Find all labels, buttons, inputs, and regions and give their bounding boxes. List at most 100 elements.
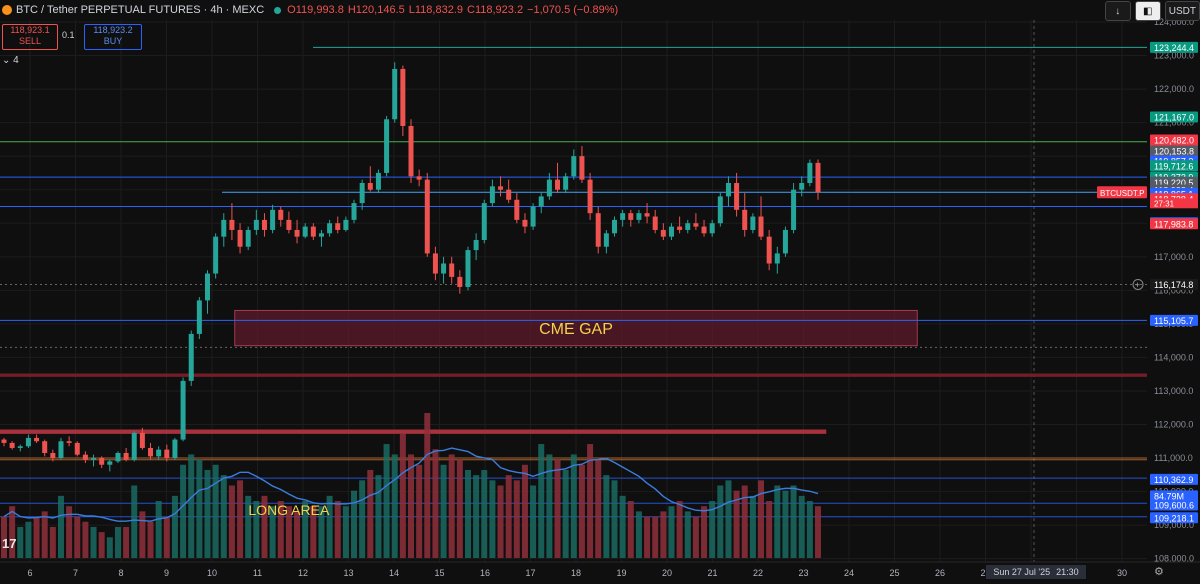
zone-0: [234, 309, 918, 347]
volume-bar: [261, 495, 268, 558]
volume-bar: [505, 475, 512, 558]
candle-body: [489, 186, 495, 204]
candle-body: [245, 229, 251, 247]
candle-body: [416, 176, 422, 180]
volume-bar: [49, 526, 56, 558]
volume-bar: [741, 485, 748, 558]
candle-body: [473, 240, 479, 251]
zone-2: [0, 429, 827, 434]
volume-bar: [25, 521, 32, 558]
volume-bar: [652, 516, 659, 558]
candle-body: [612, 219, 617, 234]
symbol-title[interactable]: BTC / Tether PERPETUAL FUTURES · 4h · ME…: [16, 4, 265, 16]
camera-icon[interactable]: ◧: [1134, 1, 1161, 21]
candle-body: [34, 437, 40, 442]
time-axis-tick: 9: [164, 568, 169, 578]
candle-body: [709, 223, 715, 234]
price-tag-text: 119,220.5: [1154, 178, 1193, 188]
volume-bar: [228, 485, 235, 558]
buy-button[interactable]: 118,923.2 BUY: [84, 24, 142, 50]
volume-bar: [74, 516, 81, 558]
candle-body: [725, 182, 731, 197]
volume-bar: [294, 511, 301, 558]
candle-body: [294, 229, 300, 237]
sell-button[interactable]: 118,923.1 SELL: [2, 24, 58, 50]
candle-body: [660, 229, 666, 237]
price-axis-tick: 114,000.0: [1154, 352, 1193, 362]
time-axis-tick: 22: [753, 568, 763, 578]
volume-bar: [285, 506, 292, 558]
zone-1: [0, 373, 1147, 377]
volume-bar: [432, 449, 439, 558]
candle-body: [343, 219, 349, 230]
currency-selector[interactable]: USDT: [1164, 1, 1200, 21]
candle-body: [465, 250, 471, 287]
candle-body: [522, 219, 528, 227]
candle-body: [270, 209, 276, 230]
volume-bar: [530, 485, 537, 558]
volume-bar: [66, 506, 73, 558]
volume-bar: [196, 459, 203, 558]
candle-body: [408, 125, 414, 177]
price-axis-tick: 112,000.0: [1154, 419, 1193, 429]
candle-body: [261, 219, 267, 230]
volume-bar: [627, 501, 634, 558]
time-axis-tick: 25: [889, 568, 899, 578]
volume-bar: [391, 454, 398, 558]
candle-body: [449, 263, 455, 277]
volume-bar: [277, 501, 284, 558]
price-tag-text: 110,362.9: [1154, 475, 1193, 485]
crosshair-time: 21:30: [1056, 567, 1079, 577]
volume-bar: [660, 511, 667, 558]
candle-body: [514, 199, 520, 220]
top-right-toolbar: ↓ ◧ USDT: [1104, 0, 1200, 22]
volume-bar: [375, 475, 382, 558]
candle-body: [587, 179, 593, 214]
ohlc-high: H120,146.5: [347, 4, 405, 16]
candle-body: [652, 216, 658, 230]
ohlc-low: L118,832.9: [408, 4, 463, 16]
volume-bar: [131, 485, 138, 558]
volume-bar: [513, 480, 520, 558]
candle-body: [310, 226, 316, 237]
bitcoin-logo-icon: [2, 5, 12, 15]
down-arrow-button[interactable]: ↓: [1104, 1, 1131, 21]
time-axis-tick: 21: [707, 568, 717, 578]
candle-body: [628, 213, 634, 220]
volume-bar: [342, 506, 349, 558]
volume-bar: [546, 454, 553, 558]
time-axis-tick: 7: [73, 568, 78, 578]
indicators-collapse-button[interactable]: ⌄ 4: [2, 55, 19, 66]
symbol-header: BTC / Tether PERPETUAL FUTURES · 4h · ME…: [0, 0, 622, 20]
candle-body: [148, 447, 154, 457]
candle-body: [17, 446, 23, 448]
candle-body: [318, 233, 324, 237]
candle-body: [807, 162, 813, 183]
candle-body: [701, 226, 707, 234]
volume-bar: [701, 506, 708, 558]
candle-body: [742, 209, 748, 230]
volume-bar: [538, 444, 545, 558]
line-price-tag: [1150, 41, 1198, 53]
line-price-tag: [1150, 278, 1198, 290]
settings-gear-icon[interactable]: ⚙: [1154, 566, 1164, 578]
volume-bar: [733, 490, 740, 558]
price-axis-tick: 123,000.0: [1154, 51, 1194, 61]
candle-body: [717, 196, 723, 224]
volume-moving-average: [3, 447, 819, 522]
price-axis-tick: 113,000.0: [1154, 386, 1193, 396]
candle-body: [538, 196, 544, 207]
time-axis-tick: 30: [1117, 568, 1127, 578]
price-tag: [1150, 145, 1198, 157]
volume-bar: [139, 511, 146, 558]
candle-body: [164, 449, 170, 459]
candle-body: [9, 442, 15, 448]
volume-bar: [440, 464, 447, 558]
time-axis-tick: 26: [935, 568, 945, 578]
candle-body: [571, 156, 577, 177]
crosshair-time-label: Sun 27 Jul '25 21:30: [986, 565, 1086, 579]
volume-bar: [709, 501, 716, 558]
candle-body: [424, 179, 430, 254]
volume-bar: [562, 469, 569, 558]
